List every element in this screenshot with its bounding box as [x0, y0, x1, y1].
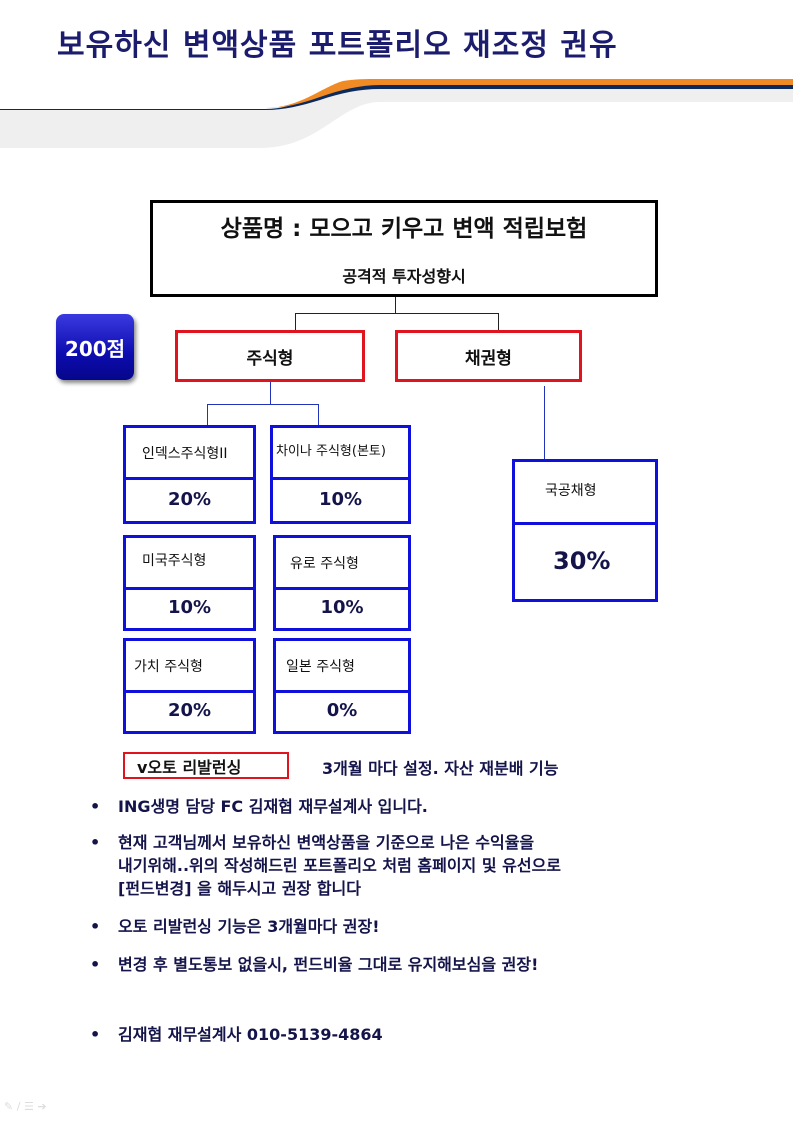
- auto-rebalancing-note: 3개월 마다 설정. 자산 재분배 기능: [322, 759, 559, 778]
- fund-box: 유로 주식형 10%: [273, 535, 411, 631]
- category-stock: 주식형: [175, 330, 365, 382]
- fund-name: 차이나 주식형(본토): [273, 428, 408, 480]
- auto-rebalancing-label: v오토 리발런싱: [123, 752, 289, 779]
- menu-icon[interactable]: ☰: [23, 1100, 34, 1113]
- connector: [318, 404, 319, 425]
- connector: [544, 386, 545, 459]
- fund-pct: 0%: [326, 700, 358, 721]
- fund-pct: 20%: [167, 700, 212, 721]
- header-swoosh: [0, 79, 793, 148]
- fund-box: 미국주식형 10%: [123, 535, 256, 631]
- connector: [207, 404, 319, 405]
- connector: [270, 382, 271, 404]
- pen-icon[interactable]: ✎: [4, 1100, 14, 1113]
- fund-pct: 10%: [318, 488, 363, 510]
- arrow-icon[interactable]: ➔: [37, 1100, 47, 1113]
- bullet-text: 오토 리발런싱 기능은 3개월마다 권장!: [118, 917, 380, 936]
- fund-pct: 10%: [320, 597, 364, 618]
- bullet-dot: •: [90, 955, 101, 974]
- connector: [207, 404, 208, 425]
- page-title: 보유하신 변액상품 포트폴리오 재조정 권유: [57, 28, 618, 63]
- fund-name: 일본 주식형: [276, 641, 408, 693]
- fund-name: 유로 주식형: [276, 538, 408, 590]
- fund-box: 일본 주식형 0%: [273, 638, 411, 734]
- bullet-dot: •: [90, 797, 101, 816]
- fund-pct: 10%: [167, 597, 212, 618]
- connector: [295, 313, 499, 314]
- fund-box: 국공채형 30%: [512, 459, 658, 602]
- fund-name: 가치 주식형: [126, 641, 253, 693]
- bullet-dot: •: [90, 833, 101, 852]
- product-box: 상품명 : 모으고 키우고 변액 적립보험 공격적 투자성향시: [150, 200, 658, 297]
- fund-name: 국공채형: [515, 462, 655, 525]
- fund-pct: 30%: [553, 546, 611, 575]
- connector: [295, 313, 296, 330]
- fund-name: 인덱스주식형II: [126, 428, 253, 480]
- score-badge: 200점: [56, 314, 134, 380]
- fund-pct: 20%: [167, 488, 212, 510]
- connector: [498, 313, 499, 330]
- bullet-text: ING생명 담당 FC 김재협 재무설계사 입니다.: [118, 797, 428, 816]
- slash-icon[interactable]: /: [16, 1100, 21, 1113]
- fund-box: 가치 주식형 20%: [123, 638, 256, 734]
- fund-box: 차이나 주식형(본토) 10%: [270, 425, 411, 524]
- connector: [395, 297, 396, 313]
- bullet-text: 현재 고객님께서 보유하신 변액상품을 기준으로 나은 수익율을 내기위해..위…: [118, 833, 562, 898]
- bullet-dot: •: [90, 1025, 101, 1044]
- category-bond: 채권형: [395, 330, 582, 382]
- fund-box: 인덱스주식형II 20%: [123, 425, 256, 524]
- bullet-dot: •: [90, 917, 101, 936]
- slideshow-controls[interactable]: ✎ / ☰ ➔: [4, 1100, 47, 1113]
- product-name: 상품명 : 모으고 키우고 변액 적립보험: [220, 216, 588, 242]
- bullet-text: 김재협 재무설계사 010-5139-4864: [118, 1025, 383, 1044]
- investment-profile: 공격적 투자성향시: [342, 267, 466, 286]
- bullet-text: 변경 후 별도통보 없을시, 펀드비율 그대로 유지해보심을 권장!: [118, 955, 539, 974]
- fund-name: 미국주식형: [126, 538, 253, 590]
